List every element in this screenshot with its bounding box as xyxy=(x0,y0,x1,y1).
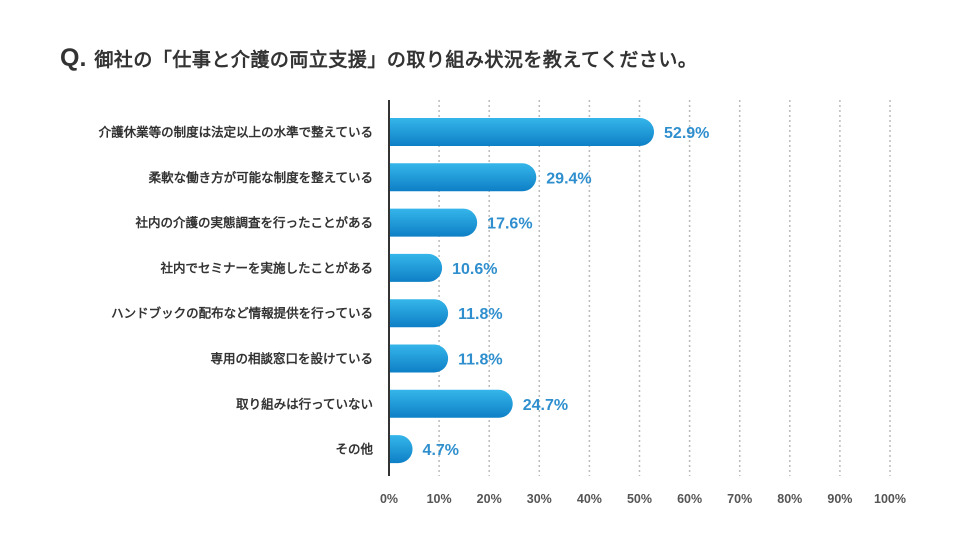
bar xyxy=(389,435,413,464)
value-label: 52.9% xyxy=(664,125,709,142)
category-label: 柔軟な働き方が可能な制度を整えている xyxy=(148,170,373,185)
category-label: 社内でセミナーを実施したことがある xyxy=(159,260,373,275)
value-label: 17.6% xyxy=(487,216,532,233)
value-label: 11.8% xyxy=(458,352,502,369)
bar xyxy=(389,253,443,282)
x-tick-label: 80% xyxy=(777,492,802,506)
value-label: 24.7% xyxy=(523,397,568,414)
category-label: その他 xyxy=(335,442,373,457)
category-label: 専用の相談窓口を設けている xyxy=(210,351,373,366)
x-tick-label: 90% xyxy=(827,492,852,506)
bar xyxy=(389,208,478,237)
bar xyxy=(389,118,655,146)
value-labels: 52.9% 29.4% 17.6% 10.6% 11.8% 11.8% 24.7% 4.7% xyxy=(423,125,710,459)
value-label: 10.6% xyxy=(452,261,497,278)
bar xyxy=(389,299,449,328)
x-tick-label: 50% xyxy=(627,492,652,506)
bars xyxy=(389,118,655,464)
title-prefix: Q. xyxy=(60,44,87,72)
category-labels: 介護休業等の制度は法定以上の水準で整えている柔軟な働き方が可能な制度を整えている… xyxy=(98,125,374,457)
gridlines xyxy=(438,100,891,476)
x-tick-label: 100% xyxy=(874,492,906,506)
x-tick-label: 20% xyxy=(477,492,502,506)
x-tick-label: 30% xyxy=(527,492,552,506)
chart-title: Q. 御社の「仕事と介護の両立支援」の取り組み状況を教えてください。 xyxy=(60,44,697,74)
category-label: ハンドブックの配布など情報提供を行っている xyxy=(111,306,373,321)
bar xyxy=(389,344,449,373)
value-label: 29.4% xyxy=(546,170,591,187)
bar xyxy=(389,389,513,418)
category-label: 社内の介護の実態調査を行ったことがある xyxy=(134,215,373,230)
x-tick-label: 0% xyxy=(380,492,398,506)
x-tick-labels: 0% 10% 20% 30% 40% 50% 60% 70% 80% 90% 100% xyxy=(380,492,906,506)
x-tick-label: 70% xyxy=(727,492,752,506)
x-tick-label: 40% xyxy=(577,492,602,506)
bar xyxy=(389,163,537,192)
x-tick-label: 10% xyxy=(427,492,452,506)
value-label: 4.7% xyxy=(423,442,459,459)
title-text: 御社の「仕事と介護の両立支援」の取り組み状況を教えてください。 xyxy=(94,49,698,71)
category-label: 介護休業等の制度は法定以上の水準で整えている xyxy=(98,125,373,140)
value-label: 11.8% xyxy=(458,306,502,323)
x-tick-label: 60% xyxy=(677,492,702,506)
category-label: 取り組みは行っていない xyxy=(236,396,373,411)
